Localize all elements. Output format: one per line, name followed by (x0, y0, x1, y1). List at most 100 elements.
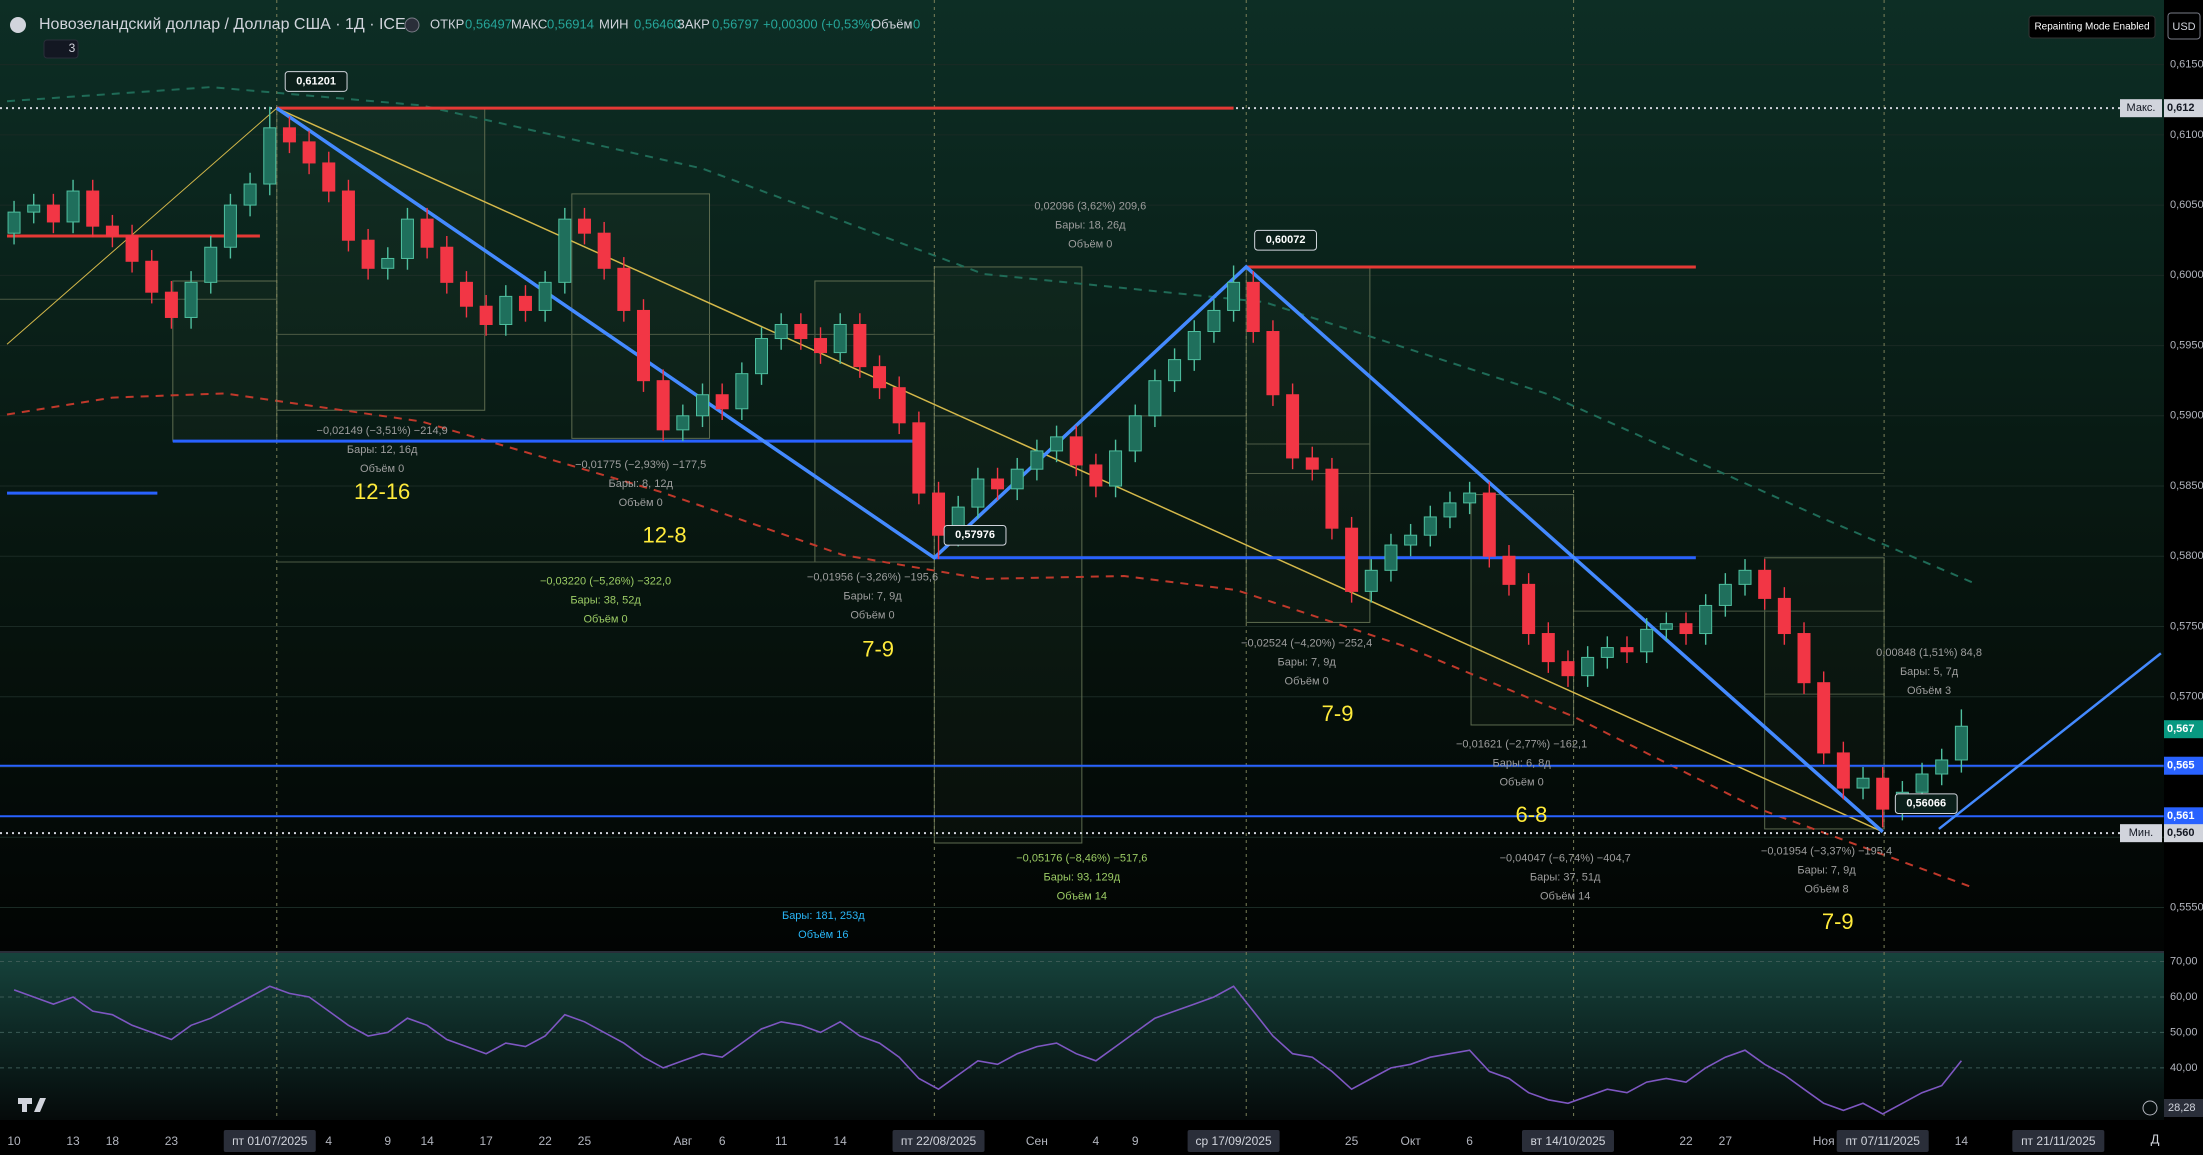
header: Новозеландский доллар / Доллар США · 1Д … (10, 12, 2201, 1146)
candle-body (892, 387, 906, 424)
price-label-bg (284, 71, 348, 92)
y-tick-label: 60,00 (2170, 991, 2198, 1003)
future-date: пт 21/11/2025 (2021, 1134, 2096, 1148)
ohlc-change: +0,00300 (+0,53%) (763, 16, 874, 31)
indicator-toggle[interactable] (43, 39, 79, 59)
candle-body (86, 190, 100, 227)
candle-body (912, 422, 926, 494)
candle-body (1541, 633, 1555, 663)
price-badge-bg (2164, 824, 2203, 843)
candle-body (223, 204, 237, 248)
measure-text: 0,00848 (1,51%) 84,8 (1876, 647, 1982, 659)
measure-text: Бары: 7, 9д (1797, 864, 1856, 876)
candle-body (263, 127, 277, 185)
price-label-bg (1254, 229, 1317, 251)
y-tick-label: 0,5900 (2170, 410, 2203, 422)
candle-body (1777, 597, 1791, 635)
ohlc-label: ЗАКР (677, 16, 710, 31)
candle-body (1561, 661, 1575, 677)
x-tick-label: Сен (1026, 1134, 1048, 1148)
price-label-bg (943, 524, 1007, 546)
measure-text: Объём 0 (1068, 238, 1112, 250)
candle-body (1030, 450, 1044, 470)
status-dot[interactable] (404, 17, 420, 33)
candle-body (184, 281, 198, 318)
candle-body (164, 291, 178, 318)
measure-text: −0,04047 (−6,74%) −404,7 (1500, 852, 1631, 864)
y-tick-label: 0,6100 (2170, 129, 2203, 141)
x-tick-label: 14 (1955, 1134, 1969, 1148)
price-badge-bg (2164, 99, 2203, 118)
candle-body (1246, 281, 1260, 333)
candle-body (400, 218, 414, 259)
candle-body (1876, 777, 1890, 810)
volume-value: 0 (913, 16, 920, 31)
time-axis (0, 1122, 2203, 1155)
candle-body (1718, 583, 1732, 606)
symbol-title: Новозеландский доллар / Доллар США · 1Д … (39, 16, 406, 33)
candle-body (1148, 380, 1162, 417)
candle-body (1010, 468, 1024, 490)
wave-line (275, 106, 1884, 834)
x-tick-label: Окт (1401, 1134, 1422, 1148)
x-tick-label: 14 (420, 1134, 434, 1148)
measure-text: Бары: 12, 16д (347, 444, 418, 456)
measure-box (933, 266, 1083, 844)
ma-curve (6, 86, 1975, 585)
price-label: 0,61201 (296, 75, 336, 87)
measure-text: Объём 0 (1285, 675, 1329, 687)
ohlc-label: ОТКР (430, 16, 464, 31)
x-tick-label: 25 (578, 1134, 592, 1148)
candle-body (1089, 464, 1103, 487)
candle-body (1502, 555, 1516, 585)
price-badge-bg (2164, 720, 2203, 739)
crosshair-date-bg (223, 1130, 316, 1152)
x-tick-label: 13 (66, 1134, 80, 1148)
wave-label: 12-16 (354, 479, 410, 504)
timeframe-button[interactable]: Д (2151, 1131, 2160, 1146)
measure-text: −0,01621 (−2,77%) −162,1 (1456, 739, 1587, 751)
candle-body (676, 415, 690, 431)
candle-body (1364, 569, 1378, 592)
x-tick-label: 18 (106, 1134, 120, 1148)
measure-text: −0,01956 (−3,26%) −195,6 (807, 571, 938, 583)
candle-body (1817, 682, 1831, 754)
candle-body (302, 141, 316, 164)
price-badge: 0,561 (2167, 810, 2195, 822)
x-tick-label: 11 (775, 1134, 788, 1148)
measure-text: Бары: 93, 129д (1044, 871, 1121, 883)
candle-body (204, 246, 218, 283)
candle-body (715, 394, 729, 410)
candle-body (814, 338, 828, 354)
oscillator-pane (0, 953, 2164, 1120)
crosshair-date-bg (1187, 1130, 1280, 1152)
candle-body (46, 204, 60, 223)
measure-text: Объём 8 (1804, 883, 1848, 895)
oscillator-icon (2142, 1100, 2158, 1116)
x-tick-label: 6 (1466, 1134, 1473, 1148)
measure-text: Бары: 7, 9д (843, 590, 902, 602)
candle-body (1423, 516, 1437, 536)
measure-text: Объём 14 (1057, 890, 1107, 902)
measure-text: −0,03220 (−5,26%) −322,0 (540, 576, 671, 588)
measure-text: Бары: 7, 9д (1278, 656, 1337, 668)
crosshair-date-bg (1836, 1130, 1929, 1152)
crosshair-date: пт 01/07/2025 (232, 1134, 308, 1148)
x-tick-label: 9 (384, 1134, 391, 1148)
candle-body (1050, 436, 1064, 452)
candle-body (1600, 647, 1614, 658)
candle-body (853, 323, 867, 368)
x-tick-label: 6 (719, 1134, 726, 1148)
candle-body (1384, 544, 1398, 571)
crosshair-date: ср 17/09/2025 (1196, 1134, 1272, 1148)
candle-body (1640, 628, 1654, 653)
x-tick-label: 9 (1132, 1134, 1139, 1148)
price-badge: 0,567 (2167, 723, 2195, 735)
ohlc-value: 0,56914 (547, 16, 594, 31)
crosshair-date: вт 14/10/2025 (1530, 1134, 1605, 1148)
wave-label: 7-9 (862, 636, 894, 661)
currency-button[interactable] (2167, 12, 2201, 40)
measure-text: Объём 3 (1907, 685, 1951, 697)
candle-body (1168, 359, 1182, 382)
